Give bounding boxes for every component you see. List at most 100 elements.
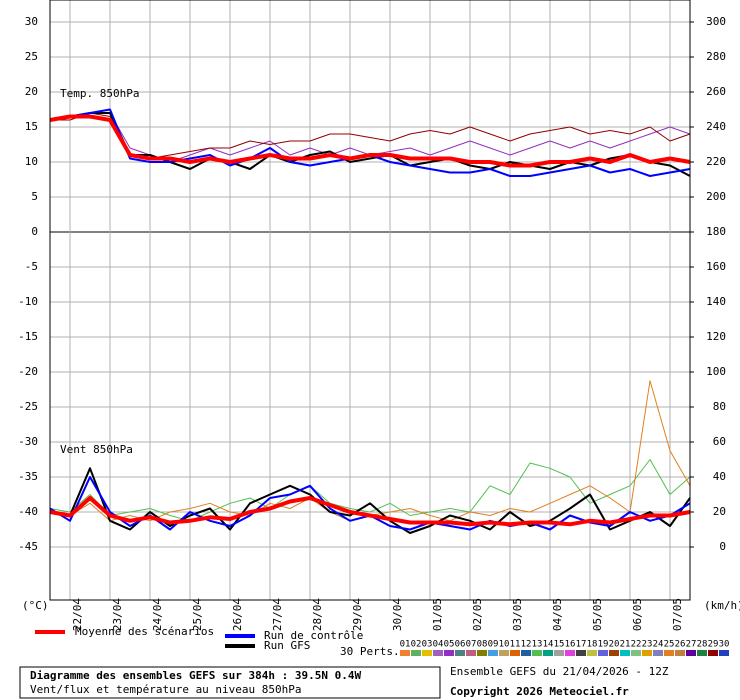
- legend-label: 23: [642, 640, 653, 650]
- legend-swatch: [488, 650, 498, 656]
- legend-label: 15: [554, 640, 565, 650]
- y-tick-label: 15: [25, 120, 38, 133]
- legend-swatch: [499, 650, 509, 656]
- legend-swatch: [587, 650, 597, 656]
- x-tick-label: 24/04: [151, 598, 164, 631]
- legend-label: 09: [488, 640, 499, 650]
- y2-tick-label: 220: [706, 155, 726, 168]
- y2-tick-label: 60: [713, 435, 726, 448]
- x-tick-label: 30/04: [391, 598, 404, 631]
- y2-tick-label: 0: [719, 540, 726, 553]
- x-tick-label: 07/05: [671, 598, 684, 631]
- x-tick-label: 22/04: [71, 598, 84, 631]
- legend-swatch: [422, 650, 432, 656]
- y-tick-label: -40: [18, 505, 38, 518]
- legend-swatch: [598, 650, 608, 656]
- legend-swatch: [521, 650, 531, 656]
- y2-tick-label: 40: [713, 470, 726, 483]
- y2-tick-label: 120: [706, 330, 726, 343]
- y-tick-label: -30: [18, 435, 38, 448]
- perturbation-wind-line: [49, 459, 691, 522]
- legend-label: 04: [433, 640, 444, 650]
- y-tick-label: -15: [18, 330, 38, 343]
- legend-label: 25: [664, 640, 675, 650]
- legend-label: 26: [675, 640, 686, 650]
- y2-tick-label: 80: [713, 400, 726, 413]
- legend-label: 29: [708, 640, 719, 650]
- footer-title: Diagramme des ensembles GEFS sur 384h : …: [30, 669, 362, 682]
- legend-label: 20: [609, 640, 620, 650]
- legend-label: 16: [565, 640, 576, 650]
- legend-label: Run GFS: [264, 639, 310, 652]
- legend-label: 06: [455, 640, 466, 650]
- legend-label: 01: [400, 640, 411, 650]
- temp-line: [49, 114, 691, 168]
- y2-tick-label: 300: [706, 15, 726, 28]
- legend-swatch: [697, 650, 707, 656]
- legend-label: 05: [444, 640, 455, 650]
- legend: Moyenne des scénarios Run de contrôleRun …: [35, 625, 729, 658]
- y-tick-label: 5: [31, 190, 38, 203]
- plot-lines: [49, 108, 691, 534]
- legend-label: 28: [697, 640, 708, 650]
- legend-label: 07: [466, 640, 477, 650]
- legend-label: 24: [653, 640, 664, 650]
- copyright: Copyright 2026 Meteociel.fr: [450, 685, 629, 698]
- legend-swatch: [477, 650, 487, 656]
- y-tick-label: 30: [25, 15, 38, 28]
- legend-label: 14: [543, 640, 554, 650]
- legend-label: 02: [411, 640, 422, 650]
- y2-tick-label: 260: [706, 85, 726, 98]
- legend-swatch: [466, 650, 476, 656]
- y2-tick-label: 140: [706, 295, 726, 308]
- y-tick-label: -35: [18, 470, 38, 483]
- legend-swatch: [675, 650, 685, 656]
- y2-tick-label: 280: [706, 50, 726, 63]
- legend-label: 10: [499, 640, 510, 650]
- y-tick-label: 10: [25, 155, 38, 168]
- legend-label: 03: [422, 640, 433, 650]
- y-tick-label: -25: [18, 400, 38, 413]
- legend-swatch: [565, 650, 575, 656]
- legend-swatch: [664, 650, 674, 656]
- run-info: Ensemble GEFS du 21/04/2026 - 12Z: [450, 665, 669, 678]
- y-tick-label: 25: [25, 50, 38, 63]
- x-tick-label: 27/04: [271, 598, 284, 631]
- x-tick-label: 04/05: [551, 598, 564, 631]
- legend-label: Run de contrôle: [264, 629, 363, 642]
- y2-tick-label: 20: [713, 505, 726, 518]
- y2-axis-label: (km/h): [704, 599, 740, 612]
- y2-tick-label: 160: [706, 260, 726, 273]
- legend-label: 11: [510, 640, 521, 650]
- y2-tick-label: 240: [706, 120, 726, 133]
- legend-swatch: [653, 650, 663, 656]
- x-tick-label: 29/04: [351, 598, 364, 631]
- legend-swatch: [510, 650, 520, 656]
- legend-swatch: [444, 650, 454, 656]
- x-tick-label: 02/05: [471, 598, 484, 631]
- legend-label: 13: [532, 640, 543, 650]
- legend-swatch: [719, 650, 729, 656]
- x-tick-label: 03/05: [511, 598, 524, 631]
- legend-swatch: [400, 650, 410, 656]
- footer-subtitle: Vent/flux et température au niveau 850hP…: [30, 683, 302, 696]
- legend-label: 08: [477, 640, 488, 650]
- y-tick-label: 20: [25, 85, 38, 98]
- y-axis-label: (°C): [22, 599, 49, 612]
- wind-line: [49, 467, 691, 534]
- legend-swatch: [631, 650, 641, 656]
- y-tick-label: -5: [25, 260, 38, 273]
- x-tick-label: 05/05: [591, 598, 604, 631]
- y-tick-label: 0: [31, 225, 38, 238]
- annotation: Vent 850hPa: [60, 443, 133, 456]
- x-tick-label: 06/05: [631, 598, 644, 631]
- y-tick-label: -20: [18, 365, 38, 378]
- legend-swatch: [433, 650, 443, 656]
- legend-swatch: [642, 650, 652, 656]
- legend-label: 21: [620, 640, 631, 650]
- annotation: Temp. 850hPa: [60, 87, 139, 100]
- legend-label: 12: [521, 640, 532, 650]
- legend-swatch: [455, 650, 465, 656]
- x-tick-label: 01/05: [431, 598, 444, 631]
